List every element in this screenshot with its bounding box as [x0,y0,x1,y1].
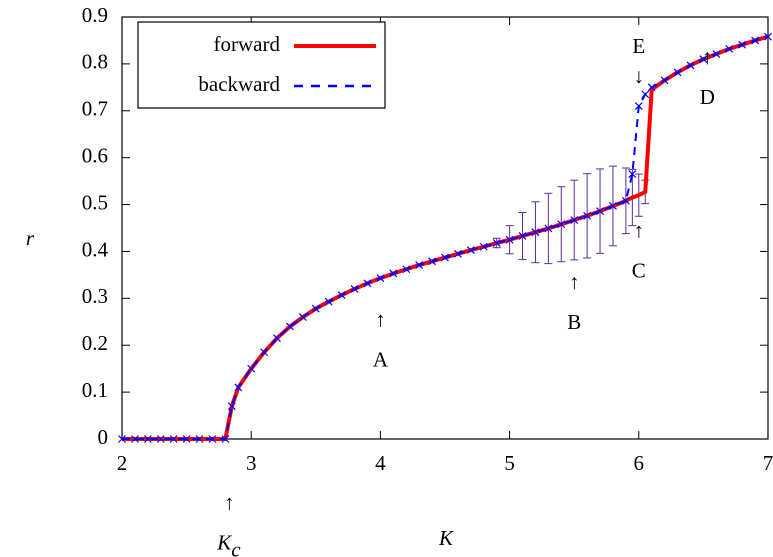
data-marker [337,291,346,299]
annotation-arrow: ↑ [224,490,235,514]
data-marker [660,76,669,85]
data-marker [738,40,747,49]
data-marker [725,44,734,53]
data-marker [402,265,411,274]
data-marker [466,246,475,254]
legend-label: backward [198,72,280,96]
data-marker [634,102,643,111]
data-marker [544,224,553,233]
data-marker [479,242,488,251]
data-marker [234,383,243,392]
x-tick-label: 3 [246,451,257,475]
data-marker [531,228,540,237]
data-marker [628,170,637,179]
annotation-arrow: ↑ [375,308,386,332]
annotation-label: E [632,34,645,58]
annotation-label: D [700,85,715,109]
data-marker [350,285,359,293]
data-marker [195,435,204,443]
data-marker [441,253,449,262]
data-marker [376,274,385,283]
data-marker [621,196,630,205]
y-tick-label: 0.7 [82,97,108,121]
y-tick-label: 0.6 [82,143,108,167]
data-marker [505,235,514,244]
annotation-label: A [373,348,389,372]
annotation-subscript: c [231,537,241,557]
data-marker [557,220,566,229]
data-marker [570,216,579,224]
legend-label: forward [214,32,281,56]
data-marker [169,435,178,443]
data-marker [324,297,333,306]
data-marker [182,435,191,443]
data-marker [260,348,269,357]
data-marker [453,249,462,258]
data-marker [641,90,650,99]
annotation-label: B [567,310,581,334]
plot-frame [121,16,769,440]
data-marker [363,279,372,288]
data-marker [208,435,217,443]
annotation-arrow: ↑ [634,219,645,243]
x-axis-label: K [438,526,454,550]
annotation-arrow: ↑ [702,45,713,69]
data-marker [596,207,604,216]
y-tick-label: 0.9 [82,3,108,27]
data-marker [273,334,281,343]
data-marker [673,68,682,77]
data-marker [518,232,527,240]
legend-box [137,21,386,109]
data-marker [712,50,721,58]
y-tick-label: 0 [98,425,109,449]
x-tick-label: 6 [634,451,645,475]
data-marker [311,304,320,313]
x-tick-label: 2 [117,451,128,475]
data-marker [699,55,708,64]
data-marker [492,239,501,247]
data-marker [227,402,236,411]
data-marker [415,261,424,269]
data-marker [247,364,256,373]
data-marker [143,435,152,443]
data-marker [298,313,307,322]
x-tick-label: 5 [504,451,515,475]
y-tick-label: 0.2 [82,331,108,355]
data-marker [764,32,772,41]
x-tick-label: 4 [375,451,386,475]
data-marker [647,83,656,92]
y-axis-label: r [26,226,35,250]
data-marker [286,322,294,331]
y-tick-label: 0.3 [82,284,108,308]
data-marker [428,257,437,266]
y-tick-label: 0.5 [82,190,108,214]
x-tick-label: 7 [763,451,773,475]
data-marker [221,435,230,443]
annotation-arrow: ↑ [569,270,580,294]
data-marker [118,435,126,443]
data-marker [609,202,617,210]
annotation-label: C [632,259,646,283]
data-marker [583,211,592,220]
series-line [122,35,769,440]
data-marker [389,269,398,278]
data-marker [156,435,165,443]
y-tick-label: 0.1 [82,378,108,402]
annotation-label: K [216,530,232,554]
data-marker [130,435,139,443]
data-marker [751,36,760,45]
y-tick-label: 0.8 [82,50,108,74]
data-marker [686,61,695,70]
annotation-arrow: ↓ [634,64,645,88]
y-tick-label: 0.4 [82,237,109,261]
